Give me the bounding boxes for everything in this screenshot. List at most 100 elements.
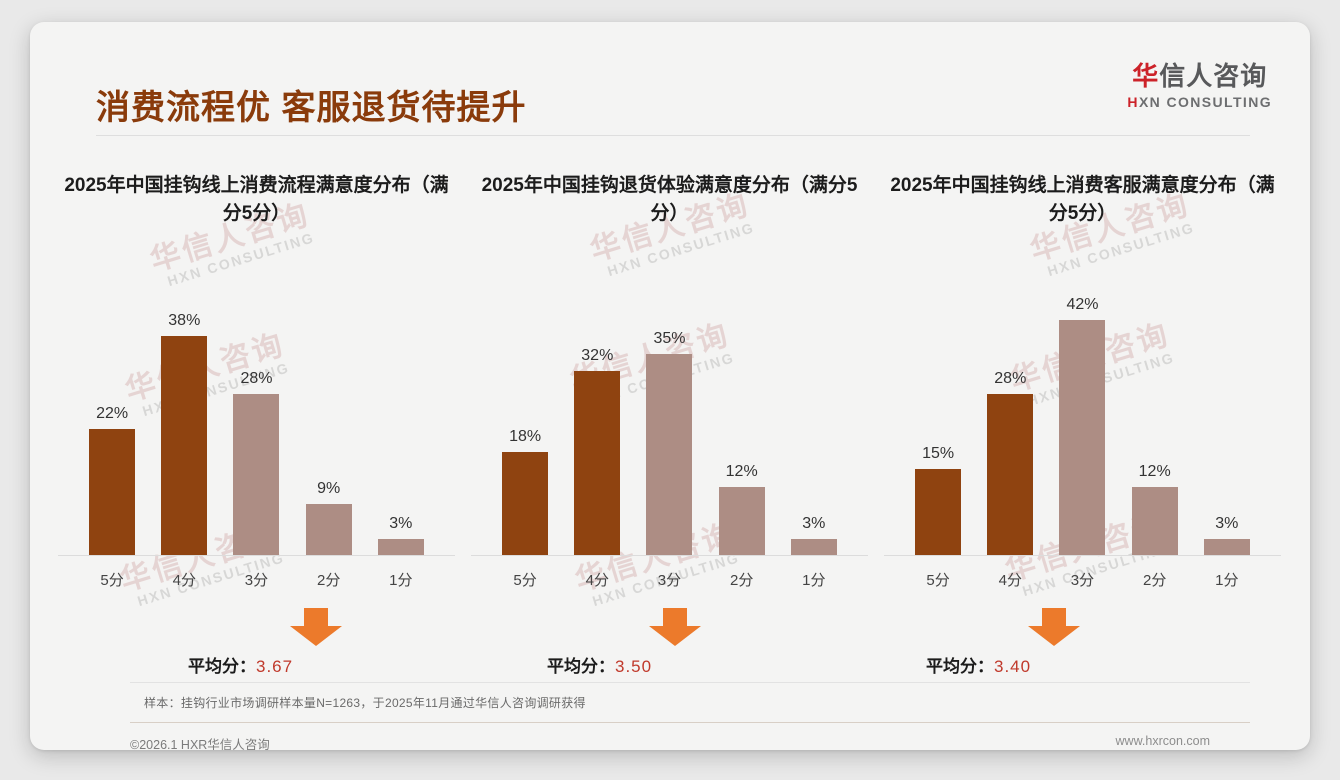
bar-item[interactable]: 18% — [490, 296, 560, 556]
x-tick-label: 4分 — [998, 572, 1022, 589]
x-axis-labels-2: 5分 4分 3分 2分 1分 — [489, 569, 850, 590]
chart-plot-2: 18% 32% 35% 12% — [463, 266, 876, 589]
bar-item[interactable]: 9% — [294, 296, 364, 556]
average-score-1: 平均分：3.67 — [188, 652, 293, 677]
x-tick-label: 5分 — [926, 572, 950, 589]
slide-header: 消费流程优 客服退货待提升 华信人咨询 HXN CONSULTING — [30, 22, 1310, 127]
chart-title-3: 2025年中国挂钩线上消费客服满意度分布（满分5分） — [890, 175, 1275, 224]
chart-title-1: 2025年中国挂钩线上消费流程满意度分布（满分5分） — [64, 175, 449, 224]
bar-value-label: 3% — [802, 515, 826, 532]
x-axis-labels-1: 5分 4分 3分 2分 1分 — [76, 569, 437, 590]
bar-item[interactable]: 3% — [366, 296, 436, 556]
average-value: 3.40 — [994, 657, 1032, 676]
bar-item[interactable]: 15% — [903, 296, 973, 556]
chart-title-2: 2025年中国挂钩退货体验满意度分布（满分5分） — [481, 175, 858, 224]
bar-item[interactable]: 28% — [221, 296, 291, 556]
logo-english-rest: XN CONSULTING — [1138, 93, 1272, 110]
bar-rect — [646, 354, 693, 556]
title-divider — [96, 135, 1250, 136]
bar-rect — [574, 371, 621, 556]
average-score-2: 平均分：3.50 — [547, 652, 652, 677]
average-score-3: 平均分：3.40 — [926, 652, 1031, 677]
bar-rect — [305, 504, 352, 556]
bar-rect — [502, 452, 549, 556]
bar-item[interactable]: 12% — [1120, 296, 1190, 556]
company-logo: 华信人咨询 HXN CONSULTING — [1127, 62, 1272, 110]
bar-item[interactable]: 42% — [1047, 296, 1117, 556]
x-tick-label: 4分 — [172, 572, 196, 589]
down-arrow-icon — [290, 608, 342, 646]
copyright-text: ©2026.1 HXR华信人咨询 — [130, 738, 270, 750]
bar-value-label: 32% — [581, 347, 614, 364]
bar-rect — [1131, 487, 1178, 556]
bar-value-label: 3% — [389, 515, 413, 532]
average-label: 平均分： — [926, 657, 994, 676]
x-tick-label: 3分 — [244, 572, 269, 589]
bar-value-label: 18% — [509, 428, 542, 445]
average-label: 平均分： — [547, 657, 615, 676]
bar-group-3: 15% 28% 42% 12% — [902, 296, 1263, 556]
x-tick-label: 5分 — [513, 572, 537, 589]
bar-item[interactable]: 28% — [975, 296, 1045, 556]
average-block-1: 平均分：3.67 — [50, 608, 463, 684]
website-url: www.hxrcon.com — [1115, 734, 1210, 748]
chart-panel-1: 2025年中国挂钩线上消费流程满意度分布（满分5分） 22% 38% 28% — [50, 172, 463, 684]
down-arrow-icon — [649, 608, 701, 646]
bar-rect — [1059, 320, 1106, 556]
average-block-2: 平均分：3.50 — [463, 608, 876, 684]
bar-item[interactable]: 3% — [1192, 296, 1262, 556]
bar-rect — [89, 429, 136, 556]
x-tick-label: 5分 — [100, 572, 124, 589]
bar-value-label: 42% — [1066, 296, 1099, 313]
x-axis-line — [58, 555, 455, 556]
bar-value-label: 3% — [1215, 515, 1239, 532]
bar-value-label: 35% — [653, 330, 686, 347]
bar-rect — [718, 487, 765, 556]
bar-value-label: 28% — [994, 370, 1027, 387]
bar-value-label: 15% — [922, 445, 955, 462]
x-tick-label: 4分 — [585, 572, 609, 589]
bar-item[interactable]: 35% — [634, 296, 704, 556]
bar-rect — [161, 336, 208, 556]
average-block-3: 平均分：3.40 — [876, 608, 1289, 684]
bar-item[interactable]: 12% — [707, 296, 777, 556]
chart-panel-3: 2025年中国挂钩线上消费客服满意度分布（满分5分） 15% 28% 42% — [876, 172, 1289, 684]
footnote-divider — [130, 682, 1250, 683]
x-tick-label: 3分 — [657, 572, 682, 589]
bar-value-label: 12% — [725, 463, 758, 480]
x-tick-label: 1分 — [1215, 572, 1239, 589]
bar-group-1: 22% 38% 28% 9% — [76, 296, 437, 556]
bar-item[interactable]: 38% — [149, 296, 219, 556]
x-tick-label: 2分 — [729, 572, 754, 589]
bar-rect — [915, 469, 962, 556]
bar-value-label: 12% — [1138, 463, 1171, 480]
bar-item[interactable]: 3% — [779, 296, 849, 556]
x-tick-label: 3分 — [1070, 572, 1095, 589]
logo-hua-character: 华 — [1132, 61, 1160, 91]
x-tick-label: 1分 — [802, 572, 826, 589]
charts-container: 2025年中国挂钩线上消费流程满意度分布（满分5分） 22% 38% 28% — [50, 172, 1290, 684]
average-label: 平均分： — [188, 657, 256, 676]
bar-value-label: 38% — [168, 312, 201, 329]
bar-rect — [790, 539, 837, 556]
page-title: 消费流程优 客服退货待提升 — [96, 89, 527, 127]
footer-divider — [130, 722, 1250, 723]
logo-english-text: HXN CONSULTING — [1127, 94, 1272, 110]
average-value: 3.67 — [256, 657, 294, 676]
x-axis-line — [884, 555, 1281, 556]
x-axis-line — [471, 555, 868, 556]
x-axis-labels-3: 5分 4分 3分 2分 1分 — [902, 569, 1263, 590]
bar-rect — [1203, 539, 1250, 556]
sample-footnote: 样本：挂钩行业市场调研样本量N=1263，于2025年11月通过华信人咨询调研获… — [144, 696, 586, 710]
slide-canvas: 华信人咨询 HXN CONSULTING 华信人咨询 HXN CONSULTIN… — [30, 22, 1310, 750]
bar-rect — [233, 394, 280, 556]
x-tick-label: 2分 — [316, 572, 341, 589]
average-value: 3.50 — [615, 657, 653, 676]
bar-item[interactable]: 22% — [77, 296, 147, 556]
chart-panel-2: 2025年中国挂钩退货体验满意度分布（满分5分） 18% 32% 35% — [463, 172, 876, 684]
bar-value-label: 9% — [317, 480, 341, 497]
bar-item[interactable]: 32% — [562, 296, 632, 556]
logo-name-rest: 信人咨询 — [1159, 61, 1268, 91]
down-arrow-icon — [1028, 608, 1080, 646]
bar-rect — [987, 394, 1034, 556]
